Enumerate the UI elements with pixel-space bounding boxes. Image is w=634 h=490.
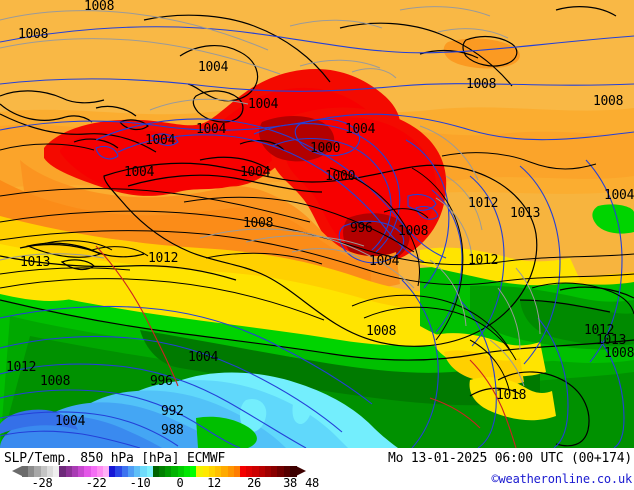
colorbar-segment [233, 466, 241, 477]
colorbar-segment [239, 466, 247, 477]
colorbar-tick: -10 [129, 476, 151, 490]
colorbar-segment [208, 466, 216, 477]
colorbar-tick: 26 [247, 476, 261, 490]
colorbar-segment [121, 466, 129, 477]
colorbar-segment [146, 466, 154, 477]
map-render [0, 6, 634, 448]
forecast-timestamp: Mo 13-01-2025 06:00 UTC (00+174) [387, 451, 632, 466]
colorbar-segment [102, 466, 110, 477]
colorbar-segment [289, 466, 297, 477]
colorbar-segment [46, 466, 54, 477]
colorbar-segment [283, 466, 291, 477]
colorbar-segment [109, 466, 116, 477]
colorbar-segment [159, 466, 166, 477]
map-footer: SLP/Temp. 850 hPa [hPa] ECMWF Mo 13-01-2… [0, 448, 634, 490]
colorbar-segment [140, 466, 148, 477]
colorbar-segment [221, 466, 229, 477]
colorbar-tick: 0 [176, 476, 184, 490]
product-title: SLP/Temp. 850 hPa [hPa] ECMWF [4, 451, 226, 466]
colorbar-segment [227, 466, 235, 477]
colorbar-segment [277, 466, 285, 477]
colorbar-tick: 38 [283, 476, 297, 490]
colorbar-segment [264, 466, 272, 477]
colorbar-tick: -22 [85, 476, 107, 490]
colorbar-segment [115, 466, 123, 477]
colorbar-segment [78, 466, 85, 477]
colorbar-segment [127, 466, 135, 477]
colorbar-segment [196, 466, 204, 477]
colorbar-segment [28, 466, 36, 477]
colorbar-left-arrow [12, 466, 22, 476]
colorbar-segment [22, 466, 29, 477]
colorbar-segment [165, 466, 173, 477]
colorbar-segment [152, 466, 160, 477]
colorbar-segment [34, 466, 42, 477]
colorbar-segment [134, 466, 141, 477]
colorbar-segment [171, 466, 179, 477]
temperature-colorbar: -28 -22 -10 0 12 26 38 48 [0, 464, 320, 490]
colorbar-segment [90, 466, 98, 477]
colorbar-segment [246, 466, 253, 477]
colorbar-segment [252, 466, 260, 477]
colorbar-segment [96, 466, 104, 477]
colorbar-segment [65, 466, 73, 477]
colorbar-segment [53, 466, 60, 477]
colorbar-segment [183, 466, 191, 477]
colorbar-segment [258, 466, 266, 477]
colorbar-segment [71, 466, 79, 477]
colorbar-segment [40, 466, 48, 477]
colorbar-segment [177, 466, 185, 477]
colorbar-segment [202, 466, 210, 477]
colorbar-tick: -28 [31, 476, 53, 490]
colorbar-segment [190, 466, 197, 477]
colorbar-tick-labels: -28 -22 -10 0 12 26 38 48 [0, 477, 320, 490]
colorbar-tick: 48 [305, 476, 319, 490]
colorbar-right-arrow [296, 466, 306, 476]
colorbar-segment [215, 466, 222, 477]
colorbar-segment [271, 466, 278, 477]
colorbar-segment [84, 466, 92, 477]
weather-map-canvas[interactable]: 1008 1008 1004 1004 1008 1008 1004 1004 … [0, 0, 634, 448]
weatheronline-credit-link[interactable]: ©weatheronline.co.uk [491, 472, 633, 486]
colorbar-segment [59, 466, 67, 477]
colorbar-tick: 12 [207, 476, 221, 490]
colorbar-swatches [22, 466, 297, 477]
